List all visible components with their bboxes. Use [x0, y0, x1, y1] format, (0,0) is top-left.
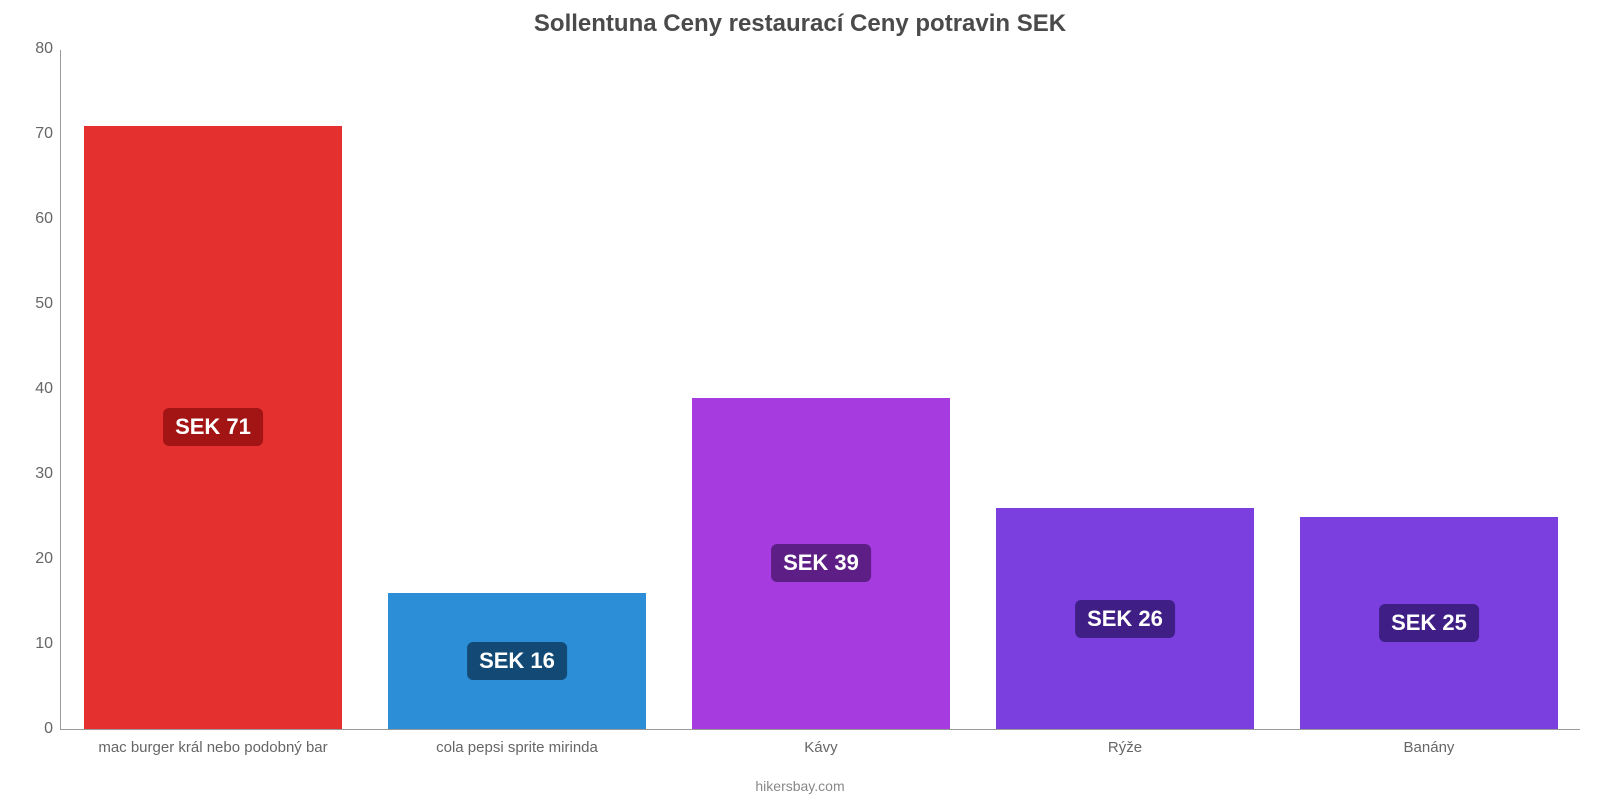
bar-slot: SEK 39Kávy: [692, 49, 950, 729]
chart-title: Sollentuna Ceny restaurací Ceny potravin…: [0, 10, 1600, 38]
y-tick-label: 70: [35, 125, 61, 143]
y-tick-label: 0: [44, 720, 61, 738]
plot-area: 01020304050607080SEK 71mac burger král n…: [60, 50, 1580, 730]
bar-slot: SEK 71mac burger král nebo podobný bar: [84, 49, 342, 729]
x-axis-label: Kávy: [804, 729, 837, 756]
bar-slot: SEK 26Rýže: [996, 49, 1254, 729]
bar-slot: SEK 25Banány: [1300, 49, 1558, 729]
y-tick-label: 20: [35, 550, 61, 568]
y-tick-label: 50: [35, 295, 61, 313]
x-axis-label: cola pepsi sprite mirinda: [436, 729, 598, 756]
y-tick-label: 60: [35, 210, 61, 228]
bar-value-label: SEK 71: [163, 408, 263, 446]
chart-container: Sollentuna Ceny restaurací Ceny potravin…: [0, 0, 1600, 800]
y-tick-label: 40: [35, 380, 61, 398]
bar-value-label: SEK 16: [467, 642, 567, 680]
chart-footer: hikersbay.com: [0, 778, 1600, 794]
bar-slot: SEK 16cola pepsi sprite mirinda: [388, 49, 646, 729]
y-tick-label: 30: [35, 465, 61, 483]
y-tick-label: 10: [35, 635, 61, 653]
y-tick-label: 80: [35, 40, 61, 58]
bar-value-label: SEK 25: [1379, 604, 1479, 642]
bar-value-label: SEK 39: [771, 544, 871, 582]
x-axis-label: Rýže: [1108, 729, 1142, 756]
x-axis-label: mac burger král nebo podobný bar: [98, 729, 327, 756]
bar-value-label: SEK 26: [1075, 600, 1175, 638]
x-axis-label: Banány: [1404, 729, 1455, 756]
